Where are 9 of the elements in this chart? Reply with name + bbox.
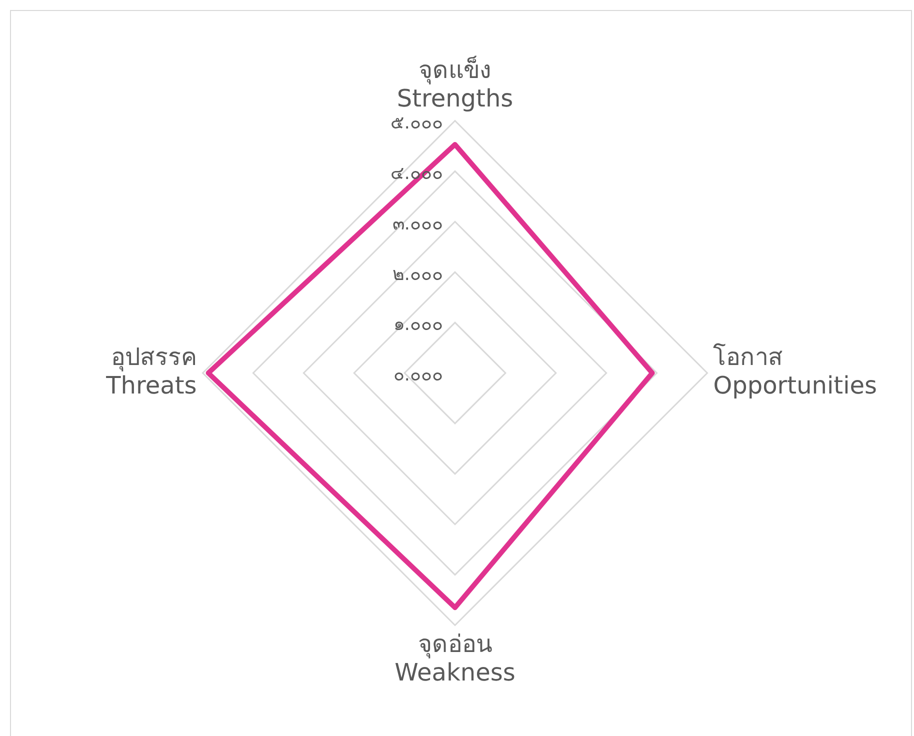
y-tick-label: ๓.๐๐๐ (392, 213, 443, 234)
spoke-label: จุดอ่อน Weakness (394, 630, 516, 687)
spoke-label: อุปสรรค Threats (105, 342, 197, 400)
y-tick-label: ๐.๐๐๐ (393, 364, 443, 386)
spoke-label: จุดแข็ง Strengths (396, 54, 514, 113)
y-tick-label: ๑.๐๐๐ (393, 314, 443, 336)
spoke-label: โอกาส Opportunities (713, 342, 878, 400)
y-tick-label: ๕.๐๐๐ (390, 112, 443, 134)
y-tick-label: ๒.๐๐๐ (392, 264, 443, 285)
